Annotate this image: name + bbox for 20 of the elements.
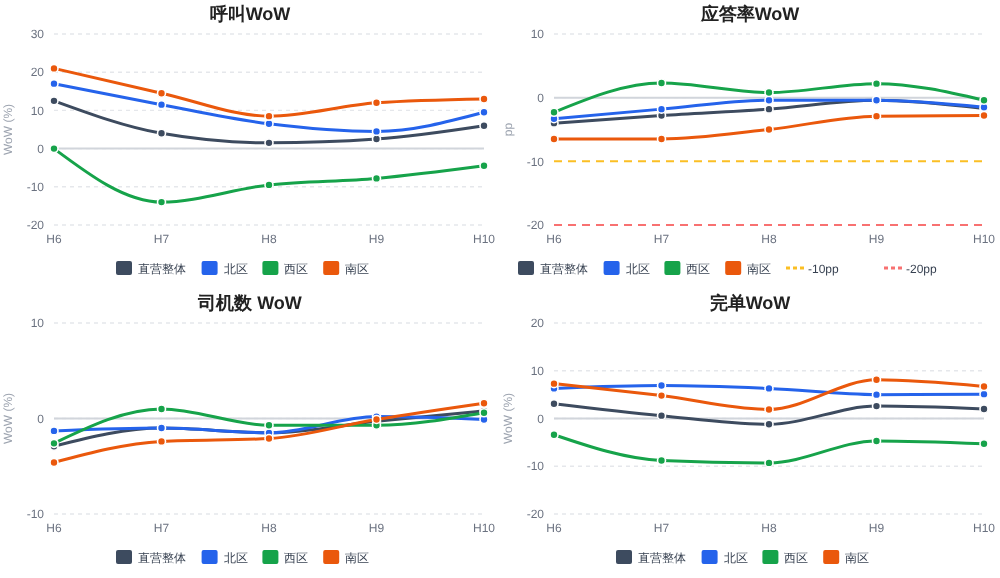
point	[49, 426, 59, 436]
point	[979, 404, 989, 414]
point	[264, 138, 274, 148]
point	[156, 404, 167, 414]
point	[764, 458, 774, 468]
point	[479, 94, 489, 104]
chart-title: 应答率WoW	[698, 4, 801, 24]
point	[979, 95, 989, 106]
point	[871, 436, 882, 446]
point	[156, 197, 167, 207]
point	[549, 107, 559, 118]
point	[264, 180, 274, 190]
point	[656, 134, 667, 144]
chart-title: 司机数 WoW	[196, 293, 303, 313]
point	[549, 134, 559, 144]
point	[371, 134, 382, 144]
point	[871, 401, 882, 411]
point	[656, 78, 667, 88]
chart-title: 呼叫WoW	[209, 4, 292, 24]
chart-title: 完单WoW	[709, 293, 792, 313]
